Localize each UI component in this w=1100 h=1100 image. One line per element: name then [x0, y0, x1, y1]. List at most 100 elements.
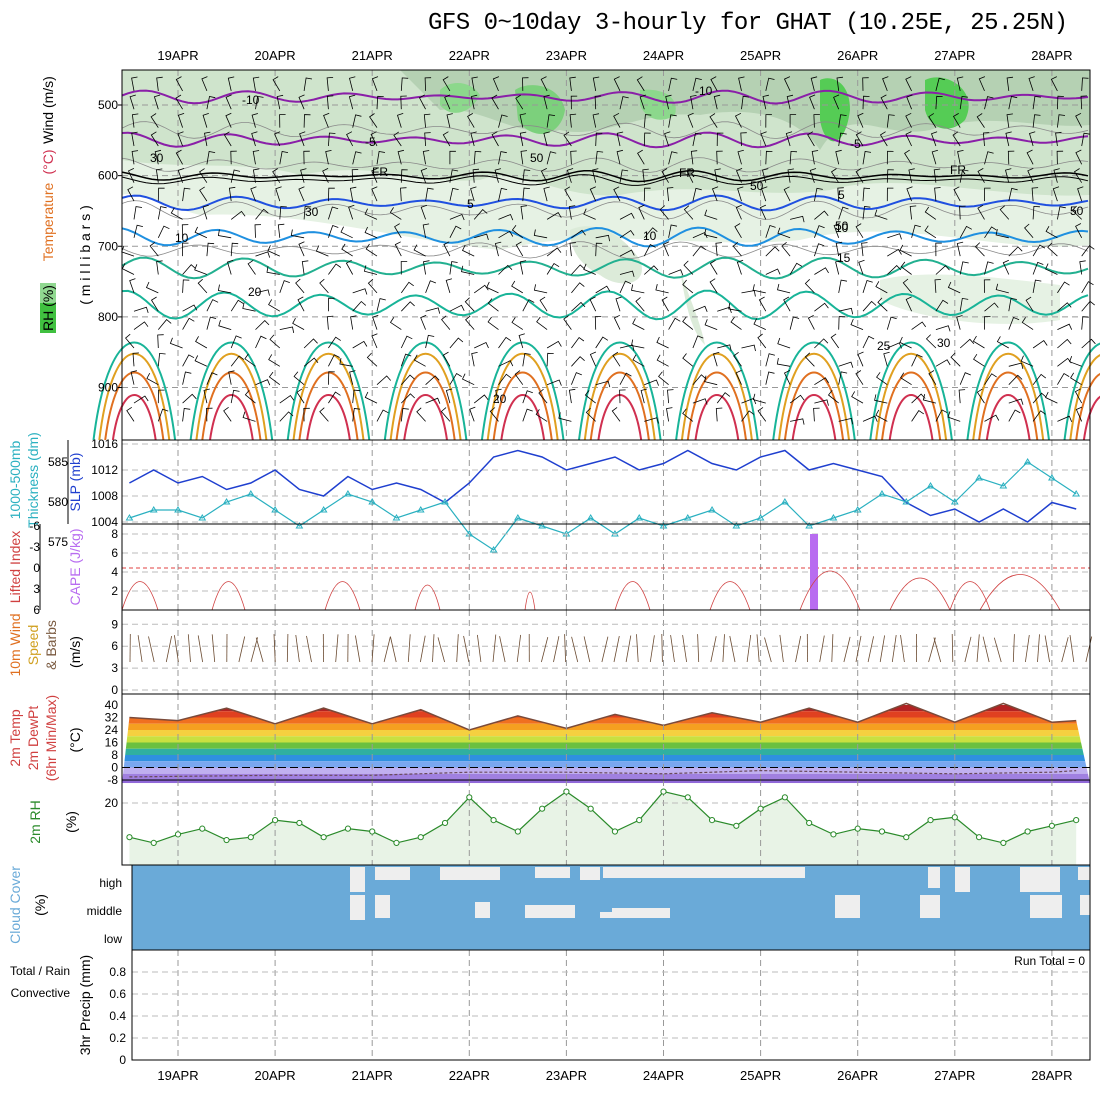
- wind10-barb: [197, 635, 203, 663]
- date-label-bottom: 28APR: [1031, 1068, 1072, 1083]
- rh-contour: [121, 157, 1089, 173]
- wind10-barb: [420, 635, 426, 663]
- wind-barb: [227, 259, 234, 275]
- wind-barb: [400, 77, 409, 91]
- wind-barb: [619, 372, 632, 385]
- wind-barb: [959, 297, 969, 312]
- wind-barb: [595, 242, 603, 257]
- cloud-gap: [475, 902, 490, 918]
- wind10-barb: [492, 634, 497, 663]
- wind10-barb: [541, 637, 549, 663]
- wind-barb: [777, 283, 791, 294]
- wind-barb: [635, 297, 645, 312]
- wind-barb: [177, 168, 185, 183]
- wind-barb: [905, 131, 912, 147]
- rh2m-point: [247, 834, 254, 841]
- wind-barb: [690, 95, 697, 110]
- wind-barb: [571, 372, 582, 385]
- wind-barb: [909, 205, 917, 220]
- thickness-point: [319, 506, 328, 513]
- wind-barb: [469, 406, 476, 422]
- thickness-point: [416, 506, 425, 513]
- wind-barb: [131, 150, 139, 165]
- wind-barb: [420, 168, 428, 183]
- wind-barb: [583, 208, 596, 220]
- wind10-barb: [867, 636, 874, 663]
- wind-barb: [789, 394, 805, 404]
- wind-barb: [704, 209, 718, 220]
- wind10-barb: [928, 637, 936, 663]
- precip-tick-label: 0.6: [109, 987, 126, 1001]
- cape-group: 8 6 4 2 -6 -3 0 3 6: [29, 519, 1090, 617]
- wind-barb: [494, 241, 502, 257]
- wind-barb: [765, 371, 775, 385]
- wind-barb: [498, 360, 514, 367]
- wind-barb: [145, 281, 159, 294]
- rh2m-point: [1048, 822, 1056, 829]
- wind-barb: [959, 169, 969, 183]
- wind-barb: [1007, 150, 1015, 165]
- temp2m-band: [122, 780, 1090, 784]
- wind10-barb: [456, 634, 459, 663]
- date-label-top: 28APR: [1031, 48, 1072, 63]
- rh-contour: [121, 121, 1089, 139]
- wind-barb: [303, 357, 319, 367]
- wind-barb: [631, 284, 645, 294]
- wind-barb: [346, 131, 354, 147]
- wind-barb: [643, 114, 652, 128]
- wind-barb: [461, 265, 475, 275]
- isotherm-label: 5: [467, 197, 474, 211]
- wind-barb: [908, 168, 915, 183]
- rh-contour-label: 30: [305, 205, 319, 219]
- thickness-point: [708, 506, 716, 513]
- wind10-panel-frame: [121, 609, 1091, 695]
- rh2m-point: [126, 834, 133, 841]
- wind-barb: [790, 418, 805, 425]
- wind-barb: [666, 187, 674, 202]
- rh2m-point: [344, 825, 352, 832]
- wind-barb: [851, 391, 864, 404]
- cloud-gap: [1020, 867, 1060, 892]
- wind-barb: [855, 223, 864, 239]
- isotherm-label: 10: [175, 231, 189, 245]
- wind-barb: [814, 267, 829, 275]
- date-label-top: 23APR: [546, 48, 587, 63]
- wind-barb: [862, 279, 873, 294]
- wind-barb: [905, 112, 912, 128]
- wind-barb: [950, 352, 961, 367]
- wind-barb: [984, 151, 994, 165]
- wind-barb: [1057, 281, 1070, 294]
- wind-barb: [643, 187, 651, 202]
- wind-barb: [223, 131, 232, 147]
- wind-barb: [487, 298, 499, 312]
- wind-barb: [272, 76, 281, 92]
- wind-barb: [787, 168, 794, 183]
- wind-barb: [155, 168, 163, 183]
- wind-barb: [883, 351, 890, 367]
- wind-barb: [585, 407, 596, 422]
- isotherm-label: 5: [838, 188, 845, 202]
- wind-barb: [422, 223, 430, 238]
- wind-barb: [667, 389, 674, 404]
- wind-barb: [638, 204, 645, 220]
- wind10-barb: [148, 636, 155, 663]
- wind-barb: [928, 113, 937, 128]
- cloud-level-label: low: [104, 932, 122, 946]
- wind-barb: [1045, 263, 1058, 275]
- wind-barb: [441, 315, 451, 330]
- wind-barb: [169, 337, 183, 349]
- wind-barb: [978, 76, 986, 92]
- wind-barb: [1053, 168, 1060, 183]
- thickness-tick-label: 575: [48, 535, 68, 549]
- li-tick-label: 6: [33, 603, 40, 617]
- wind10-tick-label: 6: [111, 639, 118, 653]
- wind-barb: [728, 302, 742, 312]
- wind-barb: [814, 399, 829, 406]
- thickness-tick-label: 580: [48, 495, 68, 509]
- wind-barb: [464, 297, 475, 312]
- wind-barb: [290, 229, 305, 239]
- wind-barb: [349, 76, 356, 91]
- wind10-barb: [601, 636, 609, 663]
- thickness-point: [926, 482, 935, 489]
- wind-barb: [659, 205, 669, 220]
